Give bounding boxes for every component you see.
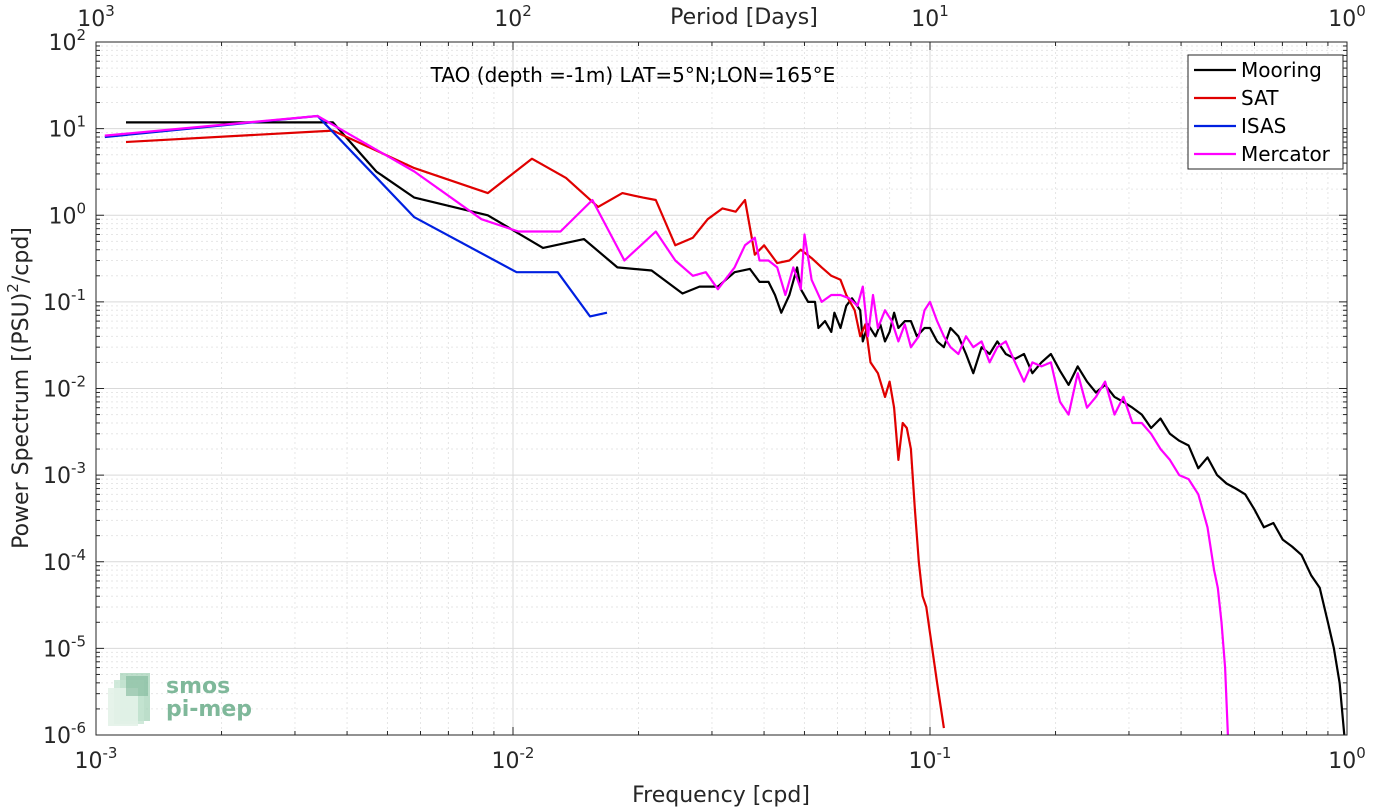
top-tick-label: 100 <box>1328 2 1366 32</box>
y-tick-label-base: 10 <box>43 291 71 316</box>
series-line-sat <box>125 129 945 729</box>
x-tick-label: 10-1 <box>909 744 952 774</box>
legend: Mooring SAT ISAS Mercator <box>1187 54 1344 170</box>
y-tick-label: 10-5 <box>43 632 86 662</box>
x-tick-label-base: 10 <box>1328 749 1356 774</box>
series-line-mercator <box>104 114 1229 736</box>
top-tick-label: 101 <box>911 2 949 32</box>
smos-pi-mep-logo: smos pi-mep <box>108 673 252 726</box>
y-tick-label: 100 <box>48 199 86 229</box>
x-axis-title: Frequency [cpd] <box>632 783 810 808</box>
legend-label-mercator: Mercator <box>1241 142 1331 166</box>
y-axis-title-sup: 2 <box>4 283 22 293</box>
y-tick-label-base: 10 <box>48 204 76 229</box>
y-tick-label: 10-6 <box>43 719 86 749</box>
x-tick-label-exponent: 0 <box>1356 744 1366 762</box>
y-tick-label-exponent: -4 <box>71 546 86 564</box>
axis-ticks <box>95 42 1347 736</box>
y-axis-title: Power Spectrum [(PSU)2/cpd] <box>4 227 34 549</box>
y-tick-label-base: 10 <box>43 724 71 749</box>
y-tick-label-exponent: -2 <box>71 373 86 391</box>
top-tick-label: 102 <box>494 2 532 32</box>
y-tick-label-exponent: -6 <box>71 719 86 737</box>
y-tick-label: 10-1 <box>43 286 86 316</box>
chart-title: TAO (depth =-1m) LAT=5°N;LON=165°E <box>430 63 836 87</box>
y-tick-label-base: 10 <box>43 637 71 662</box>
y-tick-label-base: 10 <box>43 464 71 489</box>
y-tick-label: 10-4 <box>43 546 86 576</box>
y-tick-label-base: 10 <box>48 118 76 143</box>
x-tick-label-exponent: -1 <box>937 744 952 762</box>
y-tick-label-exponent: -3 <box>71 459 86 477</box>
top-tick-label-base: 10 <box>911 7 939 32</box>
x-tick-label-base: 10 <box>75 749 103 774</box>
y-tick-label-exponent: -1 <box>71 286 86 304</box>
y-tick-label: 10-3 <box>43 459 86 489</box>
series-lines <box>104 114 1346 736</box>
legend-label-isas: ISAS <box>1241 114 1286 138</box>
series-line-mooring <box>126 121 1346 736</box>
legend-box <box>1187 54 1344 170</box>
y-tick-label-base: 10 <box>43 378 71 403</box>
top-tick-label-exponent: 3 <box>105 2 115 20</box>
x-tick-label-base: 10 <box>492 749 520 774</box>
top-tick-label-base: 10 <box>1328 7 1356 32</box>
x-tick-label-base: 10 <box>909 749 937 774</box>
x-tick-label-exponent: -2 <box>520 744 535 762</box>
y-tick-label: 101 <box>48 113 86 143</box>
x-tick-label: 100 <box>1328 744 1366 774</box>
top-tick-label-base: 10 <box>77 7 105 32</box>
top-tick-label-exponent: 0 <box>1356 2 1366 20</box>
top-tick-label-exponent: 2 <box>522 2 532 20</box>
logo-emblem-icon <box>108 673 150 726</box>
top-axis-title: Period [Days] <box>670 5 818 30</box>
grid-lines <box>96 42 1347 735</box>
y-tick-label-exponent: 1 <box>76 113 86 131</box>
y-tick-label-exponent: -5 <box>71 632 86 650</box>
y-tick-label: 102 <box>48 26 86 56</box>
legend-label-mooring: Mooring <box>1241 58 1322 82</box>
y-tick-label-exponent: 2 <box>76 26 86 44</box>
top-tick-label: 103 <box>77 2 115 32</box>
y-tick-label-exponent: 0 <box>76 199 86 217</box>
y-tick-label: 10-2 <box>43 373 86 403</box>
y-axis-title-main: Power Spectrum [(PSU) <box>9 293 34 549</box>
y-axis-title-tail: /cpd] <box>9 227 34 283</box>
legend-label-sat: SAT <box>1241 86 1279 110</box>
top-tick-label-base: 10 <box>494 7 522 32</box>
x-tick-label: 10-3 <box>75 744 118 774</box>
y-tick-label-base: 10 <box>48 31 76 56</box>
logo-text-smos: smos <box>166 674 230 699</box>
x-tick-label-exponent: -3 <box>103 744 118 762</box>
top-tick-label-exponent: 1 <box>939 2 949 20</box>
x-tick-label: 10-2 <box>492 744 535 774</box>
y-tick-label-base: 10 <box>43 551 71 576</box>
logo-text-pi-mep: pi-mep <box>166 697 252 722</box>
